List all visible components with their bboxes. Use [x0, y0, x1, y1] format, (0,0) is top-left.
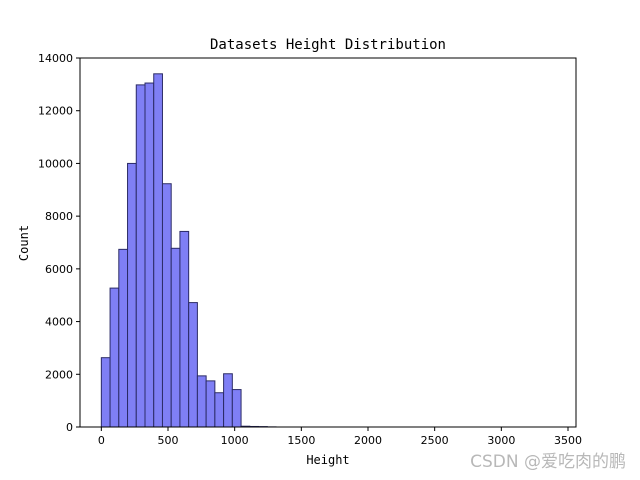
- histogram-bar: [179, 230, 190, 428]
- y-tick-label: 12000: [38, 105, 73, 118]
- y-tick-label: 0: [66, 421, 73, 434]
- histogram-bar: [188, 302, 198, 428]
- y-tick-label: 10000: [38, 157, 73, 170]
- y-tick-label: 6000: [45, 263, 73, 276]
- histogram-bar: [170, 247, 181, 428]
- y-tick-label: 2000: [45, 368, 73, 381]
- histogram-bar: [109, 287, 120, 428]
- y-tick-label: 4000: [45, 316, 73, 329]
- histogram-bar: [135, 84, 146, 428]
- histogram-bar: [144, 82, 155, 428]
- y-tick-label: 8000: [45, 210, 73, 223]
- x-axis-ticks: 0 500 1000 1500 2000 2500 3000 3500: [98, 427, 582, 447]
- histogram-bar: [153, 73, 163, 428]
- histogram-bar: [214, 392, 225, 428]
- histogram-bar: [231, 389, 242, 428]
- x-tick-label: 0: [98, 434, 105, 447]
- y-tick-label: 14000: [38, 52, 73, 65]
- x-tick-label: 3000: [487, 434, 515, 447]
- histogram-bar: [161, 183, 172, 428]
- x-tick-label: 3500: [554, 434, 582, 447]
- histogram-bar: [205, 380, 216, 428]
- histogram-bar: [223, 373, 233, 428]
- histogram-bar: [196, 375, 207, 428]
- x-tick-label: 1500: [287, 434, 315, 447]
- x-tick-label: 1000: [221, 434, 249, 447]
- watermark: CSDN @爱吃肉的鹏: [470, 452, 626, 472]
- histogram-bar: [100, 357, 111, 428]
- plot-frame: [79, 57, 577, 428]
- y-axis-label: Count: [17, 225, 31, 261]
- y-axis-ticks: 0 2000 4000 6000 8000 10000 12000 14000: [38, 52, 80, 434]
- x-tick-label: 2500: [421, 434, 449, 447]
- histogram-bar: [127, 162, 137, 428]
- x-axis-label: Height: [306, 453, 349, 467]
- histogram-bar: [118, 248, 129, 428]
- bars-group: [100, 73, 277, 428]
- x-tick-label: 500: [158, 434, 179, 447]
- chart-title: Datasets Height Distribution: [210, 37, 446, 53]
- x-tick-label: 2000: [354, 434, 382, 447]
